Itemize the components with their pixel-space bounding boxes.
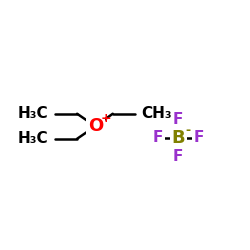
Text: F: F	[173, 148, 183, 164]
Text: H₃C: H₃C	[18, 106, 48, 121]
Text: CH₃: CH₃	[142, 106, 172, 121]
Text: B: B	[171, 129, 185, 147]
Text: F: F	[193, 130, 203, 145]
Text: O: O	[88, 117, 103, 135]
Text: +: +	[101, 112, 111, 125]
Text: H₃C: H₃C	[18, 131, 48, 146]
Text: F: F	[173, 112, 183, 127]
Text: -: -	[185, 124, 190, 136]
Text: F: F	[153, 130, 163, 145]
